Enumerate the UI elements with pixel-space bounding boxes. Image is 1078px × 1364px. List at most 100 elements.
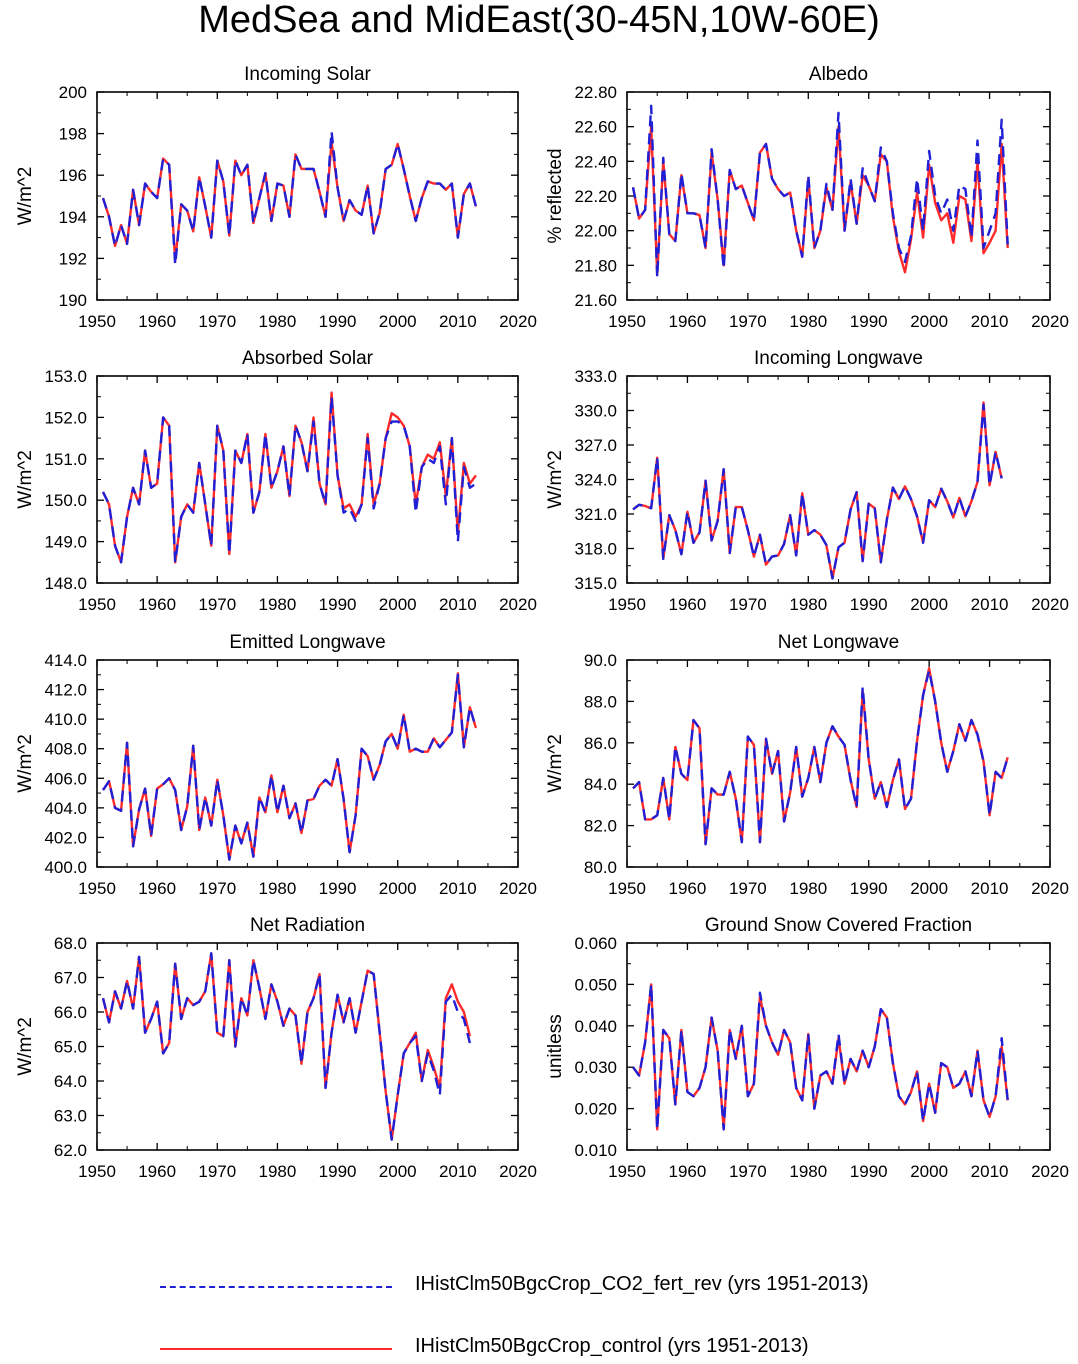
- series-line-control: [102, 672, 478, 861]
- x-tick-label: 1960: [669, 312, 707, 331]
- chart-panel-6: Net Radiation W/m^2 1950 1960 1970 1980 1990 20…: [15, 915, 537, 1181]
- y-tick-label: 190: [59, 291, 87, 310]
- x-tick-label: 2010: [439, 1162, 477, 1181]
- x-tick-label: 1950: [608, 1162, 646, 1181]
- y-tick-label: 63.0: [54, 1107, 87, 1126]
- plot-frame: [96, 91, 519, 301]
- chart-panel-4: Emitted Longwave W/m^2 1950 1960 1970 1980 199…: [15, 632, 537, 898]
- x-tick-label: 2010: [439, 312, 477, 331]
- x-tick-label: 1960: [138, 595, 176, 614]
- chart-panel-1: Albedo % reflected 1950 1960 1970 1980 1990 200…: [545, 64, 1069, 331]
- x-tick-label: 1980: [259, 879, 297, 898]
- y-tick-label: 410.0: [44, 710, 87, 729]
- chart-panel-2: Absorbed Solar W/m^2 1950 1960 1970 1980 1990 2…: [15, 348, 537, 614]
- y-tick-label: 21.80: [574, 256, 617, 275]
- figure-title: MedSea and MidEast(30-45N,10W-60E): [198, 0, 880, 41]
- y-tick-label: 22.60: [574, 118, 617, 137]
- series-line-control: [632, 401, 1003, 580]
- x-tick-label: 1990: [850, 879, 888, 898]
- x-tick-label: 1990: [319, 595, 357, 614]
- x-tick-label: 1980: [789, 879, 827, 898]
- x-tick-label: 1990: [850, 312, 888, 331]
- x-tick-label: 2000: [379, 595, 417, 614]
- y-tick-label: 148.0: [44, 574, 87, 593]
- y-tick-label: 200: [59, 83, 87, 102]
- x-tick-label: 1980: [259, 1162, 297, 1181]
- y-tick-label: 400.0: [44, 858, 87, 877]
- x-tick-label: 2000: [379, 1162, 417, 1181]
- chart-panel-7: Ground Snow Covered Fraction unitless 1950…: [545, 915, 1069, 1181]
- panel-title: Incoming Longwave: [754, 348, 923, 369]
- y-axis-label: W/m^2: [545, 450, 566, 509]
- y-tick-label: 412.0: [44, 681, 87, 700]
- series-line-control: [101, 391, 477, 564]
- y-axis-label: W/m^2: [15, 734, 36, 793]
- x-tick-label: 1960: [669, 1162, 707, 1181]
- legend-swatch-rev: [160, 1286, 392, 1288]
- y-axis-label: W/m^2: [545, 734, 566, 793]
- series-line-co2-fert-rev: [101, 130, 478, 266]
- plot-frame: [96, 942, 519, 1151]
- x-tick-label: 1950: [608, 312, 646, 331]
- x-tick-label: 2020: [499, 312, 537, 331]
- x-tick-label: 2010: [971, 312, 1009, 331]
- x-tick-label: 2000: [379, 312, 417, 331]
- y-tick-label: 62.0: [54, 1141, 87, 1160]
- y-tick-label: 414.0: [44, 651, 87, 670]
- y-tick-label: 153.0: [44, 367, 87, 386]
- legend-label-control: IHistClm50BgcCrop_control (yrs 1951-2013…: [415, 1335, 809, 1357]
- panel-title: Net Radiation: [250, 915, 365, 936]
- legend-item-control: IHistClm50BgcCrop_control (yrs 1951-2013…: [160, 1334, 1060, 1364]
- x-tick-label: 1960: [138, 879, 176, 898]
- y-tick-label: 152.0: [44, 408, 87, 427]
- x-tick-label: 1990: [850, 1162, 888, 1181]
- series-line-co2-fert-rev: [102, 673, 478, 861]
- series-line-co2-fert-rev: [631, 104, 1009, 279]
- x-tick-label: 2020: [1031, 595, 1069, 614]
- chart-panel-3: Incoming Longwave W/m^2 1950 1960 1970 1980 19…: [545, 348, 1069, 614]
- y-tick-label: 408.0: [44, 740, 87, 759]
- y-tick-label: 0.040: [574, 1017, 617, 1036]
- x-tick-label: 2010: [971, 1162, 1009, 1181]
- x-tick-label: 1990: [319, 312, 357, 331]
- chart-panel-0: Incoming Solar W/m^2 1950 1960 1970 1980 1990 2…: [15, 64, 537, 331]
- x-tick-label: 1980: [789, 595, 827, 614]
- y-tick-label: 333.0: [574, 367, 617, 386]
- x-tick-label: 1980: [789, 312, 827, 331]
- panel-title: Net Longwave: [778, 632, 899, 653]
- y-tick-label: 22.80: [574, 83, 617, 102]
- x-tick-label: 2020: [499, 595, 537, 614]
- x-tick-label: 1970: [198, 1162, 236, 1181]
- series-line-co2-fert-rev: [632, 403, 1003, 580]
- y-tick-label: 406.0: [44, 769, 87, 788]
- y-tick-label: 198: [59, 125, 87, 144]
- x-tick-label: 2000: [910, 879, 948, 898]
- x-tick-label: 1950: [608, 595, 646, 614]
- y-tick-label: 402.0: [44, 828, 87, 847]
- x-tick-label: 1950: [78, 595, 116, 614]
- chart-panels: Incoming Solar W/m^2 1950 1960 1970 1980 1990 2…: [15, 64, 1069, 1181]
- y-tick-label: 0.030: [574, 1058, 617, 1077]
- y-tick-label: 0.050: [574, 975, 617, 994]
- y-tick-label: 315.0: [574, 574, 617, 593]
- x-tick-label: 1990: [319, 879, 357, 898]
- x-tick-label: 2000: [910, 1162, 948, 1181]
- y-tick-label: 80.0: [584, 858, 617, 877]
- y-tick-label: 21.60: [574, 291, 617, 310]
- x-tick-label: 1950: [608, 879, 646, 898]
- y-tick-label: 0.020: [574, 1100, 617, 1119]
- legend-label-rev: IHistClm50BgcCrop_CO2_fert_rev (yrs 1951…: [415, 1273, 869, 1295]
- y-tick-label: 149.0: [44, 533, 87, 552]
- y-tick-label: 0.010: [574, 1141, 617, 1160]
- y-tick-label: 0.060: [574, 934, 617, 953]
- x-tick-label: 1950: [78, 312, 116, 331]
- x-tick-label: 1980: [789, 1162, 827, 1181]
- x-tick-label: 1970: [729, 312, 767, 331]
- x-tick-label: 2020: [1031, 879, 1069, 898]
- x-tick-label: 1980: [259, 312, 297, 331]
- x-tick-label: 1950: [78, 1162, 116, 1181]
- x-tick-label: 1960: [669, 595, 707, 614]
- x-tick-label: 1960: [138, 312, 176, 331]
- y-tick-label: 22.20: [574, 187, 617, 206]
